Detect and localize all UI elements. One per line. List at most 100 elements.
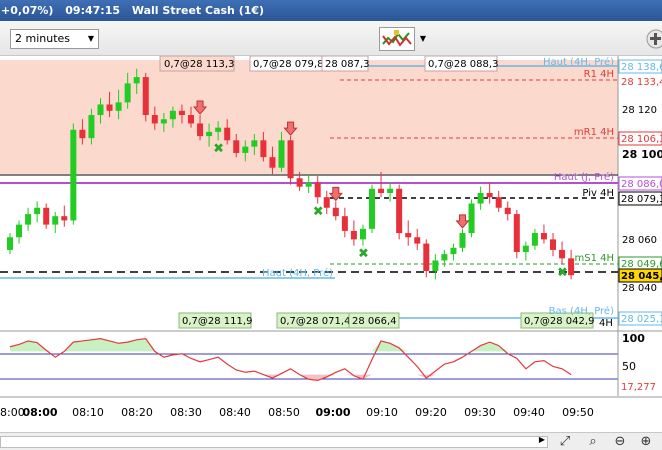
- candle: [305, 174, 312, 193]
- sell-arrow-icon: [455, 214, 470, 229]
- buy-cross-icon: ✖: [213, 141, 224, 156]
- chevron-down-icon[interactable]: ▼: [419, 34, 427, 43]
- piv-4h-label: Piv 4H: [582, 188, 614, 199]
- candle: [88, 108, 95, 145]
- time-tick: 08:20: [121, 406, 153, 419]
- candle: [495, 190, 502, 212]
- candles-group: [7, 68, 575, 280]
- time-tick: 08:10: [72, 406, 104, 419]
- candle: [242, 140, 249, 162]
- candle: [70, 123, 77, 225]
- candle: [396, 184, 403, 240]
- clock-time: 09:47:15: [65, 4, 121, 17]
- top-order-labels: 0,7@28 113,3 0,7@28 079,8 28 087,3 0,7@2…: [159, 56, 498, 72]
- candle: [133, 68, 140, 94]
- osc-value: 17,277: [621, 382, 656, 393]
- buy-cross-icon: ✖: [557, 266, 568, 281]
- candle: [350, 220, 357, 246]
- candle: [568, 249, 575, 280]
- candle: [188, 106, 194, 128]
- candle: [359, 224, 366, 246]
- candle: [197, 115, 204, 141]
- candle: [323, 190, 330, 215]
- candle: [432, 254, 439, 280]
- time-tick: 08:40: [219, 406, 251, 419]
- candle: [25, 207, 32, 231]
- candle: [34, 201, 41, 223]
- candle: [224, 119, 231, 145]
- candle: [169, 106, 176, 128]
- order-label: 0,7@28 111,9: [182, 316, 252, 327]
- indicators-button[interactable]: [379, 27, 415, 51]
- oscillator-series: [9, 337, 572, 382]
- haut-4h-price: 28 138,6: [621, 62, 662, 73]
- candle: [278, 131, 285, 172]
- candle: [287, 136, 294, 185]
- candle: [513, 209, 520, 259]
- chart-toolbar: 2 minutes ▼ ▼: [0, 21, 662, 56]
- haut-j-label: Haut (J, Pré): [554, 171, 614, 183]
- osc-line: [9, 337, 572, 382]
- candle: [378, 171, 385, 198]
- chart-scrollbar[interactable]: ▶: [0, 435, 548, 448]
- zoom-fit-icon[interactable]: ⌕: [589, 434, 597, 449]
- osc-tick-100: 100: [622, 332, 645, 345]
- status-bar: ▶ ⤢ ⌕ ⊖ ⊕: [0, 432, 662, 450]
- ms1-4h-label: mS1 4H: [574, 253, 614, 264]
- change-percent: (+0,07%): [0, 4, 54, 17]
- price-tick-bold: 28 100: [622, 148, 662, 161]
- candle: [341, 207, 348, 238]
- buy-cross-icon: ✖: [313, 205, 324, 220]
- candle: [540, 224, 547, 244]
- candle: [369, 184, 375, 234]
- candle: [269, 146, 276, 175]
- candle: [106, 91, 113, 118]
- time-tick: 09:00: [315, 406, 350, 419]
- candle: [296, 171, 303, 191]
- candle: [405, 220, 412, 246]
- timeframe-select[interactable]: 2 minutes ▼: [10, 29, 99, 49]
- price-chart[interactable]: ✖ ✖ ✖ ✖ 0,7@28 113,3 0,7@28 079,8 28 087,3 …: [0, 56, 662, 330]
- candle: [260, 131, 267, 162]
- candle: [251, 133, 258, 156]
- sell-arrow-icon: [328, 186, 343, 202]
- time-tick: 09:10: [366, 406, 398, 419]
- scroll-right-icon[interactable]: ▶: [538, 435, 545, 444]
- candle: [233, 133, 240, 158]
- time-tick: 09:50: [562, 406, 594, 419]
- piv-4h-price: 28 079,3: [621, 194, 662, 205]
- candle: [559, 241, 566, 265]
- candle: [7, 233, 13, 255]
- oscillator-chart[interactable]: 100 50 17,277: [0, 330, 662, 396]
- candle: [206, 123, 213, 147]
- order-label: 0,7@28 088,3: [428, 59, 498, 70]
- haut-j-price: 28 086,0: [621, 179, 662, 190]
- candle: [332, 201, 339, 221]
- order-label: 28 087,3: [325, 59, 370, 70]
- collapse-panel-icon[interactable]: [640, 27, 662, 51]
- zoom-in-icon[interactable]: ⊕: [640, 434, 652, 449]
- osc-overbought-fill: [10, 338, 572, 352]
- auto-scale-icon[interactable]: ⤢: [559, 434, 571, 449]
- ms1-4h-price: 28 049,6: [621, 259, 662, 270]
- timeframe-value: 2 minutes: [15, 32, 71, 45]
- r1-4h-price: 28 133,4: [621, 77, 662, 88]
- zoom-out-icon[interactable]: ⊖: [614, 434, 626, 449]
- osc-tick-50: 50: [622, 360, 636, 373]
- chart-indicators-icon: [382, 30, 412, 47]
- candle: [468, 199, 475, 238]
- time-tick: 08:00: [22, 406, 57, 419]
- osc-oversold-fill: [10, 374, 572, 381]
- candle: [314, 176, 321, 204]
- bas-4h-suffix: 4H: [599, 318, 613, 329]
- sell-arrow-icon: [192, 100, 208, 115]
- instrument-name: Wall Street Cash (1€): [131, 4, 265, 17]
- candle: [151, 106, 158, 130]
- time-tick: 8:00: [0, 406, 25, 419]
- candle: [160, 112, 167, 132]
- candle: [16, 220, 23, 244]
- chevron-down-icon: ▼: [87, 34, 94, 43]
- candle: [423, 239, 430, 278]
- order-label: 0,7@28 079,8: [253, 59, 323, 70]
